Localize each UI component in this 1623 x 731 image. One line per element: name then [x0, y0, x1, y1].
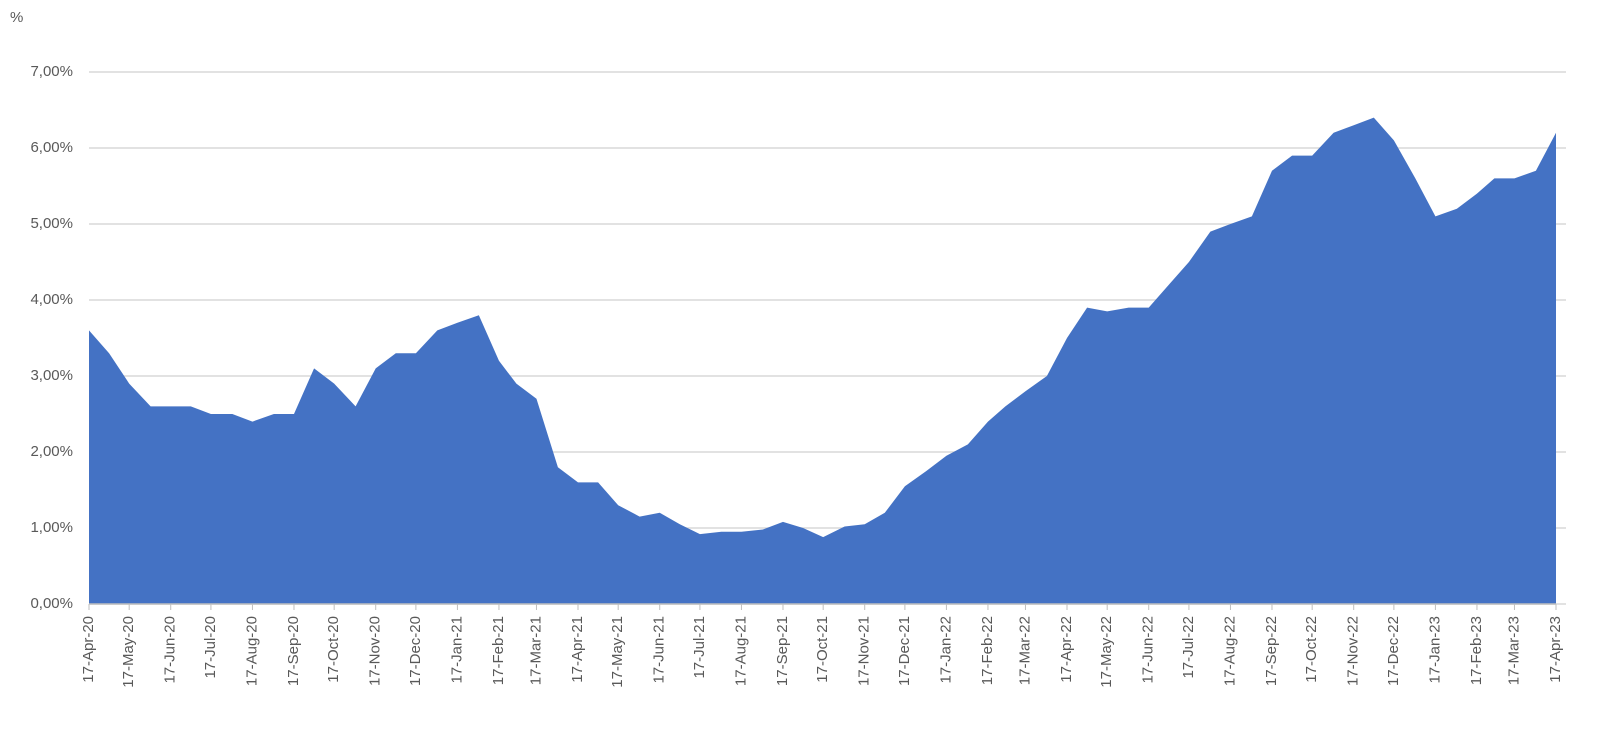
x-tick-label: 17-Dec-22	[1385, 616, 1402, 686]
x-tick-label: 17-Sep-20	[285, 616, 302, 686]
x-tick-label: 17-Mar-23	[1505, 616, 1522, 685]
x-tick-label: 17-Nov-22	[1345, 616, 1362, 686]
x-tick-label: 17-Jan-22	[937, 616, 954, 684]
x-tick-label: 17-Apr-23	[1547, 616, 1564, 683]
x-tick-label: 17-Aug-20	[243, 616, 260, 686]
x-tick-label: 17-Oct-21	[814, 616, 831, 683]
x-tick-label: 17-Aug-21	[732, 616, 749, 686]
x-tick-label: 17-Oct-20	[325, 616, 342, 683]
x-tick-label: 17-Apr-22	[1058, 616, 1075, 683]
y-tick-label: 1,00%	[30, 519, 73, 536]
x-tick-label: 17-Oct-22	[1303, 616, 1320, 683]
x-tick-label: 17-Jun-20	[162, 616, 179, 684]
area	[89, 117, 1556, 604]
y-tick-label: 6,00%	[30, 139, 73, 156]
x-tick-label: 17-May-21	[609, 616, 626, 688]
x-tick-label: 17-Jan-23	[1426, 616, 1443, 684]
y-tick-label: 7,00%	[30, 63, 73, 80]
x-tick-label: 17-Sep-22	[1263, 616, 1280, 686]
x-tick-label: 17-Jun-22	[1140, 616, 1157, 684]
x-tick-label: 17-May-20	[120, 616, 137, 688]
x-tick-label: 17-Nov-20	[367, 616, 384, 686]
x-tick-label: 17-Mar-22	[1016, 616, 1033, 685]
x-tick-label: 17-Feb-21	[490, 616, 507, 685]
x-tick-label: 17-Dec-20	[407, 616, 424, 686]
x-tick-label: 17-Nov-21	[856, 616, 873, 686]
x-tick-label: 17-Apr-21	[569, 616, 586, 683]
y-tick-label: 0,00%	[30, 595, 73, 612]
x-tick-label: 17-Jan-21	[448, 616, 465, 684]
x-tick-label: 17-Jul-21	[691, 616, 708, 679]
x-tick-label: 17-May-22	[1098, 616, 1115, 688]
x-tick-label: 17-Dec-21	[896, 616, 913, 686]
y-tick-label: 2,00%	[30, 443, 73, 460]
x-tick-label: 17-Sep-21	[774, 616, 791, 686]
x-tick-label: 17-Aug-22	[1221, 616, 1238, 686]
y-axis-title: %	[10, 9, 23, 26]
x-tick-label: 17-Feb-22	[979, 616, 996, 685]
y-tick-label: 5,00%	[30, 215, 73, 232]
x-tick-label: 17-Mar-21	[527, 616, 544, 685]
x-tick-label: 17-Feb-23	[1468, 616, 1485, 685]
x-tick-label: 17-Jul-20	[202, 616, 219, 679]
y-tick-label: 4,00%	[30, 291, 73, 308]
x-tick-label: 17-Jun-21	[651, 616, 668, 684]
x-tick-label: 17-Apr-20	[80, 616, 97, 683]
y-tick-label: 3,00%	[30, 367, 73, 384]
x-tick-label: 17-Jul-22	[1180, 616, 1197, 679]
